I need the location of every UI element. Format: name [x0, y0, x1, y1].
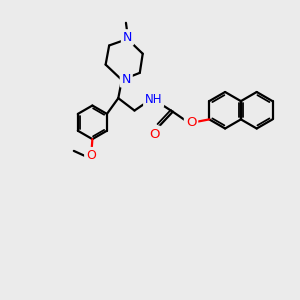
- Text: N: N: [123, 31, 132, 44]
- Text: O: O: [86, 149, 96, 162]
- Text: NH: NH: [145, 93, 162, 106]
- Text: O: O: [149, 128, 160, 141]
- Text: N: N: [122, 73, 131, 86]
- Text: O: O: [186, 116, 196, 129]
